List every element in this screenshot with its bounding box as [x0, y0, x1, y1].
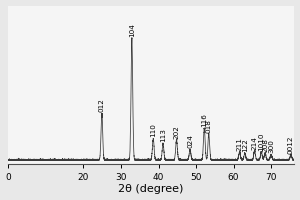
- Text: 104: 104: [129, 23, 135, 37]
- Text: 202: 202: [173, 125, 179, 139]
- Text: 024: 024: [187, 135, 193, 148]
- Text: 1010: 1010: [258, 132, 264, 151]
- Text: 018: 018: [206, 119, 212, 133]
- Text: 012: 012: [99, 98, 105, 112]
- Text: 113: 113: [160, 128, 166, 142]
- Text: 208: 208: [262, 138, 268, 152]
- Text: 300: 300: [268, 139, 274, 153]
- Text: 116: 116: [201, 113, 207, 127]
- Text: 122: 122: [242, 138, 248, 152]
- Text: 214: 214: [252, 136, 258, 150]
- X-axis label: 2θ (degree): 2θ (degree): [118, 184, 184, 194]
- Text: 0012: 0012: [288, 135, 294, 154]
- Text: 211: 211: [237, 137, 243, 151]
- Text: 110: 110: [150, 124, 156, 137]
